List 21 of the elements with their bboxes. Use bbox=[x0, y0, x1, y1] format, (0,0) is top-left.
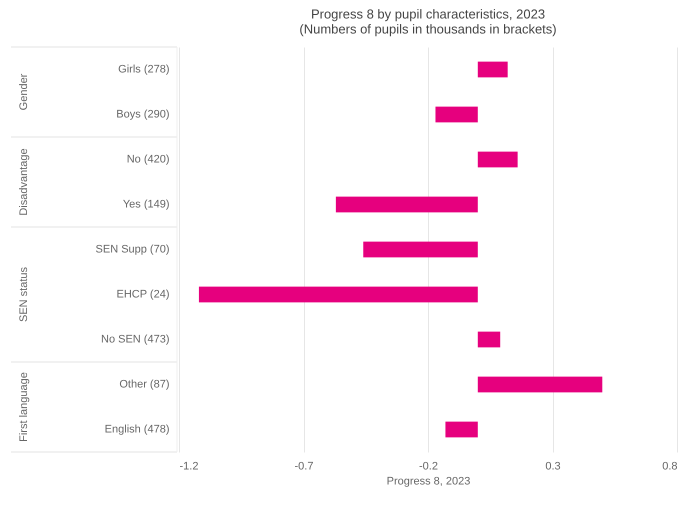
text: First language bbox=[18, 372, 30, 442]
chart-title: Progress 8 by pupil characteristics, 2023 bbox=[310, 6, 546, 22]
chart-subtitle: (Numbers of pupils in thousands in brackets) bbox=[299, 22, 557, 36]
x-tick-label: -0.2 bbox=[419, 460, 438, 472]
text: Gender bbox=[18, 73, 30, 110]
y-tick-label: SEN Supp (70) bbox=[96, 244, 170, 256]
text: Disadvantage bbox=[18, 148, 30, 216]
x-tick-label: -0.7 bbox=[294, 460, 314, 472]
y-tick-label: Yes (149) bbox=[122, 198, 170, 210]
y-tick-label: No (420) bbox=[126, 154, 170, 166]
y-tick-label: No SEN (473) bbox=[101, 334, 170, 346]
text: SEN status bbox=[18, 266, 30, 322]
x-tick-label: 0.3 bbox=[545, 460, 561, 472]
x-tick-label: 0.8 bbox=[662, 460, 678, 472]
y-tick-label: EHCP (24) bbox=[116, 288, 170, 300]
y-tick-label: Girls (278) bbox=[118, 64, 170, 76]
y-tick-label: English (478) bbox=[104, 424, 170, 436]
x-tick-label: -1.2 bbox=[180, 460, 198, 472]
x-axis-title: Progress 8, 2023 bbox=[386, 476, 470, 488]
y-tick-label: Boys (290) bbox=[116, 108, 170, 120]
y-tick-label: Other (87) bbox=[119, 378, 170, 390]
